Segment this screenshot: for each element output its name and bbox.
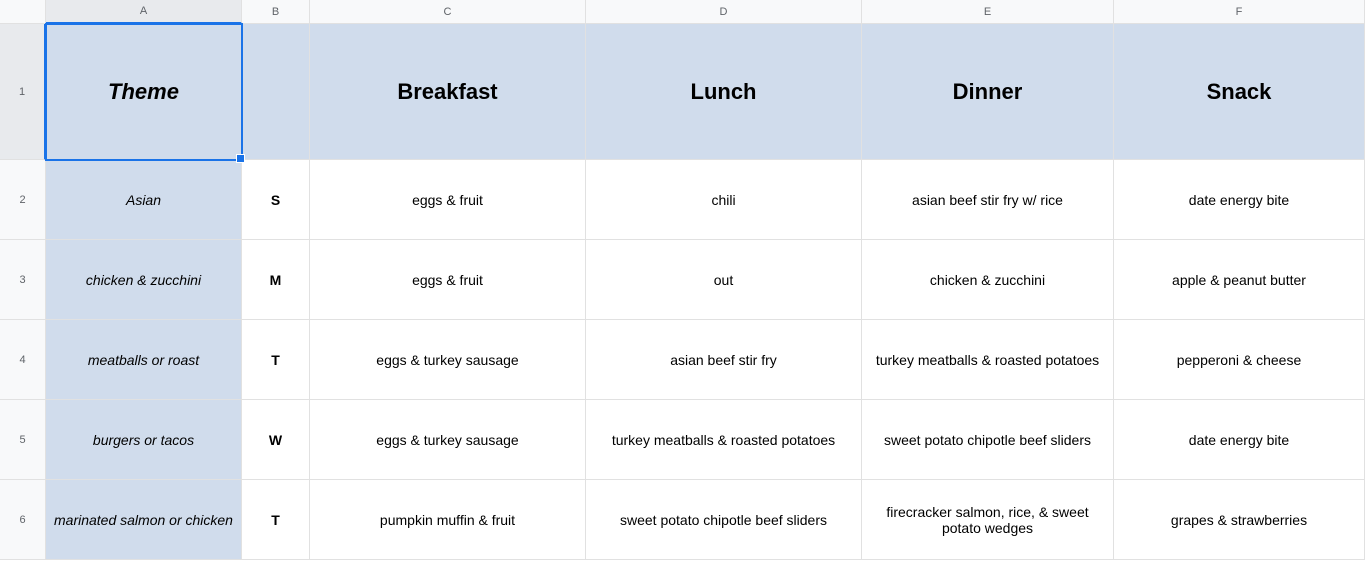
- select-all-corner[interactable]: [0, 0, 46, 24]
- row-header-6[interactable]: 6: [0, 480, 46, 560]
- cell-b3[interactable]: M: [242, 240, 310, 320]
- cell-c2[interactable]: eggs & fruit: [310, 160, 586, 240]
- cell-b4[interactable]: T: [242, 320, 310, 400]
- cell-f6[interactable]: grapes & strawberries: [1114, 480, 1365, 560]
- cell-c4[interactable]: eggs & turkey sausage: [310, 320, 586, 400]
- cell-e6[interactable]: firecracker salmon, rice, & sweet potato…: [862, 480, 1114, 560]
- cell-b5[interactable]: W: [242, 400, 310, 480]
- cell-f5[interactable]: date energy bite: [1114, 400, 1365, 480]
- row-header-3[interactable]: 3: [0, 240, 46, 320]
- cell-e1[interactable]: Dinner: [862, 24, 1114, 160]
- cell-f2[interactable]: date energy bite: [1114, 160, 1365, 240]
- col-header-c[interactable]: C: [310, 0, 586, 24]
- cell-a6[interactable]: marinated salmon or chicken: [46, 480, 242, 560]
- cell-d1[interactable]: Lunch: [586, 24, 862, 160]
- cell-e5[interactable]: sweet potato chipotle beef sliders: [862, 400, 1114, 480]
- cell-d6[interactable]: sweet potato chipotle beef sliders: [586, 480, 862, 560]
- cell-d4[interactable]: asian beef stir fry: [586, 320, 862, 400]
- cell-a2[interactable]: Asian: [46, 160, 242, 240]
- row-header-2[interactable]: 2: [0, 160, 46, 240]
- cell-b6[interactable]: T: [242, 480, 310, 560]
- col-header-e[interactable]: E: [862, 0, 1114, 24]
- col-header-d[interactable]: D: [586, 0, 862, 24]
- row-header-1[interactable]: 1: [0, 24, 46, 160]
- cell-c6[interactable]: pumpkin muffin & fruit: [310, 480, 586, 560]
- cell-e4[interactable]: turkey meatballs & roasted potatoes: [862, 320, 1114, 400]
- spreadsheet-grid[interactable]: A B C D E F 1 Theme Breakfast Lunch Dinn…: [0, 0, 1365, 560]
- cell-d3[interactable]: out: [586, 240, 862, 320]
- cell-e2[interactable]: asian beef stir fry w/ rice: [862, 160, 1114, 240]
- col-header-a[interactable]: A: [46, 0, 242, 24]
- row-header-4[interactable]: 4: [0, 320, 46, 400]
- cell-a3[interactable]: chicken & zucchini: [46, 240, 242, 320]
- cell-d2[interactable]: chili: [586, 160, 862, 240]
- cell-c3[interactable]: eggs & fruit: [310, 240, 586, 320]
- cell-a1[interactable]: Theme: [46, 24, 242, 160]
- cell-c5[interactable]: eggs & turkey sausage: [310, 400, 586, 480]
- cell-b2[interactable]: S: [242, 160, 310, 240]
- cell-e3[interactable]: chicken & zucchini: [862, 240, 1114, 320]
- col-header-b[interactable]: B: [242, 0, 310, 24]
- row-header-5[interactable]: 5: [0, 400, 46, 480]
- cell-b1[interactable]: [242, 24, 310, 160]
- cell-d5[interactable]: turkey meatballs & roasted potatoes: [586, 400, 862, 480]
- cell-c1[interactable]: Breakfast: [310, 24, 586, 160]
- cell-f1[interactable]: Snack: [1114, 24, 1365, 160]
- cell-a5[interactable]: burgers or tacos: [46, 400, 242, 480]
- cell-f3[interactable]: apple & peanut butter: [1114, 240, 1365, 320]
- cell-a4[interactable]: meatballs or roast: [46, 320, 242, 400]
- cell-f4[interactable]: pepperoni & cheese: [1114, 320, 1365, 400]
- col-header-f[interactable]: F: [1114, 0, 1365, 24]
